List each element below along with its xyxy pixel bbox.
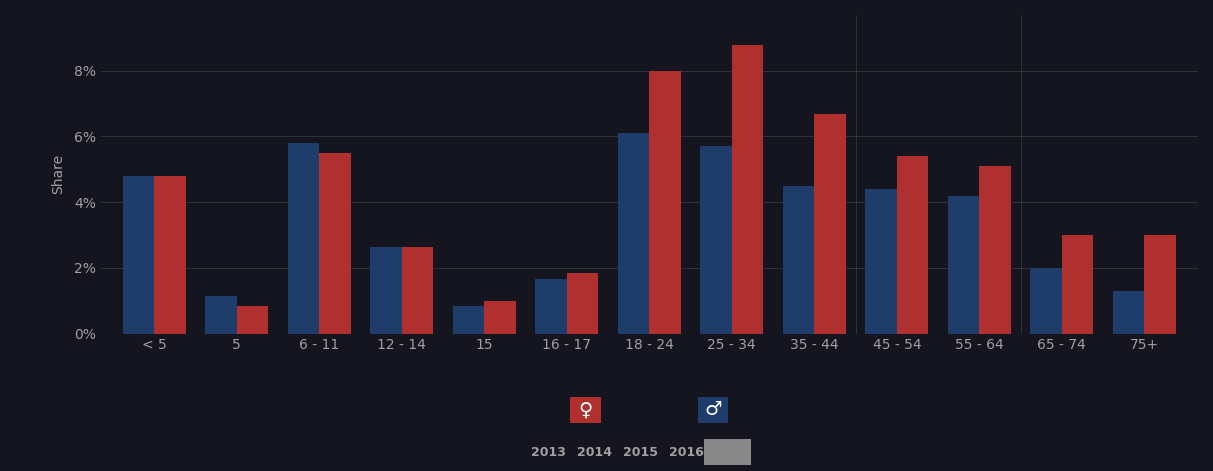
Bar [1144,235,1175,333]
Text: ♂: ♂ [705,400,722,419]
Bar [782,186,814,333]
Bar [205,296,237,333]
Bar [814,114,845,333]
Text: ♀: ♀ [579,400,593,419]
Bar [402,246,433,333]
Text: 2014: 2014 [576,446,611,459]
Bar [154,176,186,333]
Bar [865,189,896,333]
Bar [896,156,928,333]
Bar [1031,268,1061,333]
Bar [731,45,763,333]
Bar [287,143,319,333]
Bar [452,306,484,333]
Text: 2016: 2016 [668,446,704,459]
Bar [237,306,268,333]
Bar [535,279,566,333]
Bar [700,146,731,333]
Bar [319,153,351,333]
Bar [649,71,680,333]
Bar [1061,235,1093,333]
Bar [617,133,649,333]
Bar [566,273,598,333]
Bar [979,166,1010,333]
Y-axis label: Share: Share [51,154,66,195]
Bar [1114,291,1144,333]
Bar [123,176,154,333]
Bar [370,246,402,333]
Text: 2013: 2013 [530,446,565,459]
Bar [949,195,979,333]
Text: 2015: 2015 [622,446,657,459]
Bar [484,300,516,333]
